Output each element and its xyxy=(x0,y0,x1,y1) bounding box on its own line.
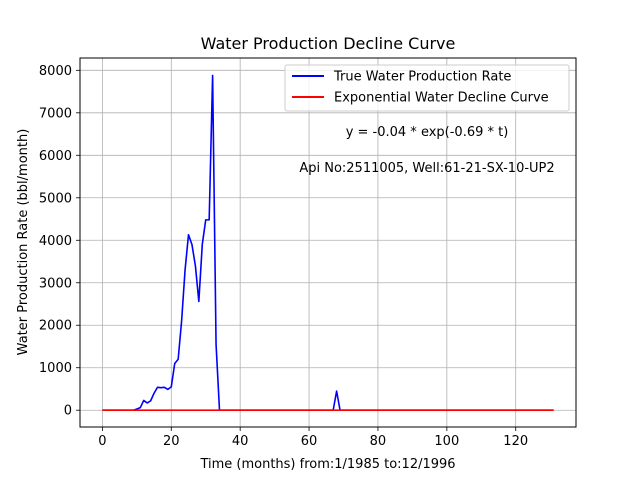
equation-annotation: y = -0.04 * exp(-0.69 * t) xyxy=(346,125,509,140)
x-tick-label: 80 xyxy=(370,434,387,449)
y-axis-label: Water Production Rate (bbl/month) xyxy=(16,129,31,356)
y-tick-label: 6000 xyxy=(39,149,72,164)
x-axis-ticks: 0 20 40 60 80 100 120 xyxy=(98,427,528,449)
y-axis-ticks: 0 1000 2000 3000 4000 5000 6000 7000 8000 xyxy=(39,64,80,419)
y-tick-label: 4000 xyxy=(39,234,72,249)
chart-title: Water Production Decline Curve xyxy=(201,34,456,53)
y-tick-label: 8000 xyxy=(39,64,72,79)
x-tick-label: 60 xyxy=(301,434,318,449)
legend-label-true-rate: True Water Production Rate xyxy=(333,70,511,85)
x-tick-label: 100 xyxy=(434,434,459,449)
x-tick-label: 20 xyxy=(163,434,180,449)
y-tick-label: 0 xyxy=(64,404,72,419)
legend-box xyxy=(284,64,570,112)
y-tick-label: 7000 xyxy=(39,106,72,121)
x-axis-label: Time (months) from:1/1985 to:12/1996 xyxy=(199,457,455,472)
legend: True Water Production Rate Exponential W… xyxy=(284,64,570,112)
y-tick-label: 2000 xyxy=(39,319,72,334)
x-tick-label: 120 xyxy=(503,434,528,449)
x-tick-label: 40 xyxy=(232,434,249,449)
y-tick-label: 5000 xyxy=(39,191,72,206)
grid-lines xyxy=(80,58,576,427)
plot-area xyxy=(102,74,554,412)
y-tick-label: 1000 xyxy=(39,361,72,376)
true-water-production-line xyxy=(102,74,554,412)
well-annotation: Api No:2511005, Well:61-21-SX-10-UP2 xyxy=(299,161,554,176)
x-tick-label: 0 xyxy=(98,434,106,449)
y-tick-label: 3000 xyxy=(39,276,72,291)
legend-label-exponential-curve: Exponential Water Decline Curve xyxy=(334,91,549,106)
axes-frame xyxy=(79,57,577,428)
